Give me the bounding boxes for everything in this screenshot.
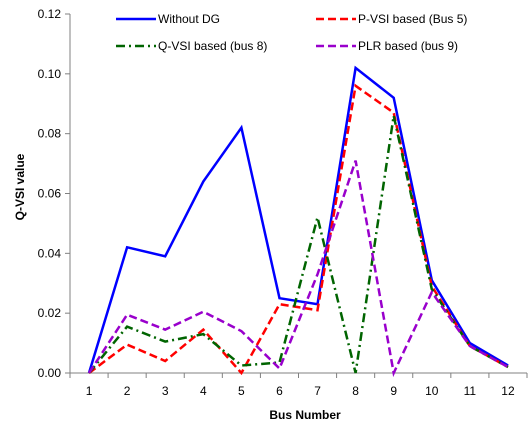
x-tick-label: 4 [200,384,207,398]
x-tick-label: 6 [276,384,283,398]
x-tick-label: 5 [238,384,245,398]
x-tick-label: 10 [425,384,439,398]
series-line-4 [87,160,509,378]
x-tick-label: 3 [162,384,169,398]
y-tick-label: 0.00 [38,366,62,380]
x-tick-label: 11 [464,384,477,398]
x-tick-label: 1 [86,384,93,398]
y-tick-label: 0.12 [38,7,62,21]
legend-label-2: P-VSI based (Bus 5) [358,12,467,26]
series-line-2 [88,83,509,376]
x-tick-label: 12 [501,384,515,398]
series-line-1 [87,65,509,374]
y-tick-label: 0.10 [38,67,62,81]
x-axis-title: Bus Number [269,408,341,422]
x-tick-label: 8 [352,384,359,398]
y-axis-title: Q-VSI value [13,153,27,220]
legend-label-4: PLR based (bus 9) [358,39,458,53]
x-tick-label: 7 [314,384,321,398]
legend-label-3: Q-VSI based (bus 8) [158,39,267,53]
y-tick-label: 0.08 [38,127,62,141]
y-tick-label: 0.04 [38,246,62,260]
legend-label-1: Without DG [158,12,220,26]
x-tick-label: 9 [390,384,397,398]
x-axis-ticks: 1 2 3 4 5 6 7 8 9 10 11 12 [69,373,528,398]
series-lines [87,65,509,378]
series-line-3 [88,115,509,374]
y-tick-label: 0.02 [38,306,62,320]
y-axis-ticks: 0.00 0.02 0.04 0.06 0.08 0.10 0.12 [38,7,70,380]
x-tick-label: 2 [124,384,131,398]
legend: Without DG P-VSI based (Bus 5) Q-VSI based… [116,12,467,53]
y-tick-label: 0.06 [38,187,62,201]
